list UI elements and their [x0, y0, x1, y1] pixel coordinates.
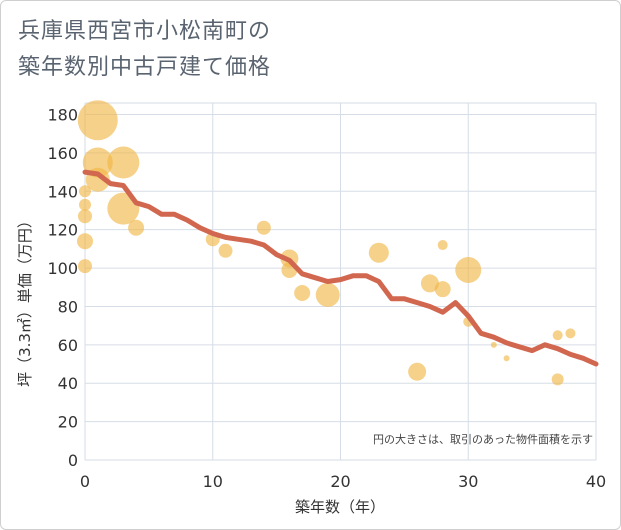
data-point — [77, 100, 118, 141]
y-tick-labels: 0 20 40 60 80 100 120 140 160 180 — [47, 106, 78, 470]
x-tick-labels: 0 10 20 30 40 — [80, 472, 606, 491]
y-gridlines — [85, 102, 596, 461]
data-point — [552, 330, 563, 341]
size-note: 円の大きさは、取引のあった物件面積を示す — [373, 432, 593, 446]
y-tick-label: 60 — [58, 336, 78, 355]
x-tick-label: 10 — [203, 472, 223, 491]
data-point — [79, 198, 91, 211]
y-tick-label: 20 — [58, 413, 78, 432]
data-point — [315, 282, 340, 307]
data-point — [218, 243, 233, 258]
x-tick-label: 0 — [80, 472, 90, 491]
y-tick-label: 160 — [47, 144, 78, 163]
chart-title-line-2: 築年数別中古戸建て価格 — [18, 55, 272, 80]
data-point — [77, 233, 93, 250]
data-point — [455, 256, 482, 283]
data-point — [420, 274, 439, 293]
data-point — [503, 355, 510, 362]
y-tick-label: 120 — [47, 221, 78, 240]
y-tick-label: 0 — [68, 451, 78, 470]
y-tick-label: 80 — [58, 297, 78, 316]
data-point — [294, 285, 311, 302]
x-axis-label: 築年数（年） — [295, 498, 385, 516]
data-point — [434, 281, 451, 298]
data-point — [78, 259, 92, 274]
bubble-series — [77, 100, 576, 386]
data-point — [437, 240, 448, 251]
y-tick-label: 40 — [58, 374, 78, 393]
data-point — [79, 185, 91, 198]
data-point — [565, 328, 576, 339]
trend-line — [82, 169, 599, 367]
x-tick-label: 20 — [330, 472, 350, 491]
data-point — [128, 219, 145, 236]
y-tick-label: 100 — [47, 259, 78, 278]
data-point — [490, 341, 497, 348]
data-point — [107, 146, 140, 179]
x-tick-label: 40 — [586, 472, 606, 491]
y-axis-label: 坪（3.3㎡）単価（万円） — [16, 213, 34, 387]
chart-title: 兵庫県西宮市小松南町の 築年数別中古戸建て価格 — [18, 14, 271, 86]
data-point — [256, 220, 271, 235]
data-point — [368, 242, 389, 263]
y-tick-label: 180 — [47, 106, 78, 125]
x-tick-label: 30 — [458, 472, 478, 491]
data-point — [408, 362, 427, 381]
chart-title-line-1: 兵庫県西宮市小松南町の — [18, 19, 272, 44]
y-tick-label: 140 — [47, 182, 78, 201]
data-point — [78, 209, 92, 224]
data-point — [107, 192, 140, 225]
data-point — [551, 373, 564, 386]
data-point — [82, 147, 113, 178]
